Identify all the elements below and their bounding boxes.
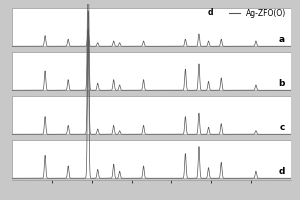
Text: a: a <box>279 35 285 44</box>
Bar <box>12 52 291 90</box>
Bar <box>12 96 291 134</box>
Bar <box>12 140 291 178</box>
Text: c: c <box>280 123 285 132</box>
Legend: Ag-ZFO(O): Ag-ZFO(O) <box>228 8 287 18</box>
Text: d: d <box>279 167 285 176</box>
Text: b: b <box>279 79 285 88</box>
Bar <box>12 8 291 46</box>
Text: d: d <box>207 8 213 17</box>
